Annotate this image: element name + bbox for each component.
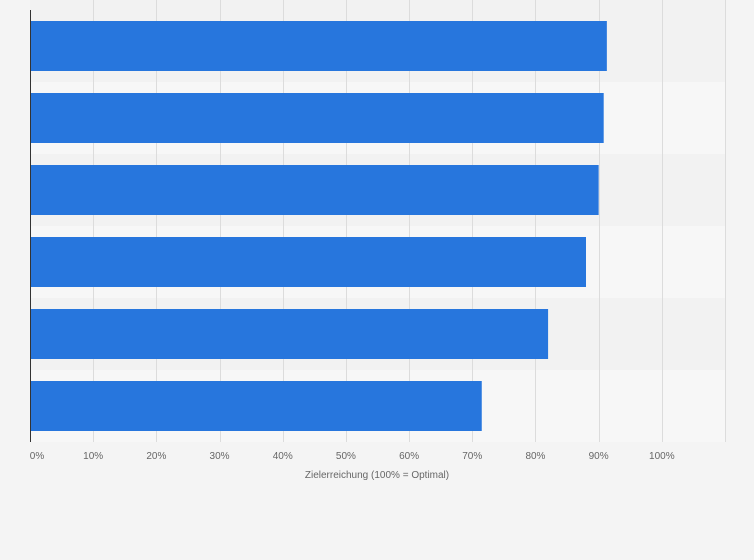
x-tick-label: 60% xyxy=(399,451,419,462)
x-tick-label: 10% xyxy=(83,451,103,462)
x-tick-label: 90% xyxy=(589,451,609,462)
x-tick-label: 30% xyxy=(210,451,230,462)
bar[interactable] xyxy=(30,93,604,143)
bar[interactable] xyxy=(30,21,607,71)
gridlines xyxy=(93,0,726,442)
x-tick-label: 80% xyxy=(525,451,545,462)
x-tick-labels: 0% 10% 20% 30% 40% 50% 60% 70% 80% 90% 100% xyxy=(30,451,675,462)
x-axis-title: Zielerreichung (100% = Optimal) xyxy=(305,470,449,481)
bar[interactable] xyxy=(30,381,482,431)
x-tick-label: 70% xyxy=(462,451,482,462)
x-tick-label: 40% xyxy=(273,451,293,462)
x-tick-label: 100% xyxy=(649,451,675,462)
bar[interactable] xyxy=(30,165,599,215)
bar[interactable] xyxy=(30,237,586,287)
bars xyxy=(30,21,607,431)
x-tick-label: 0% xyxy=(30,451,45,462)
bar[interactable] xyxy=(30,309,549,359)
x-tick-label: 20% xyxy=(146,451,166,462)
x-tick-label: 50% xyxy=(336,451,356,462)
